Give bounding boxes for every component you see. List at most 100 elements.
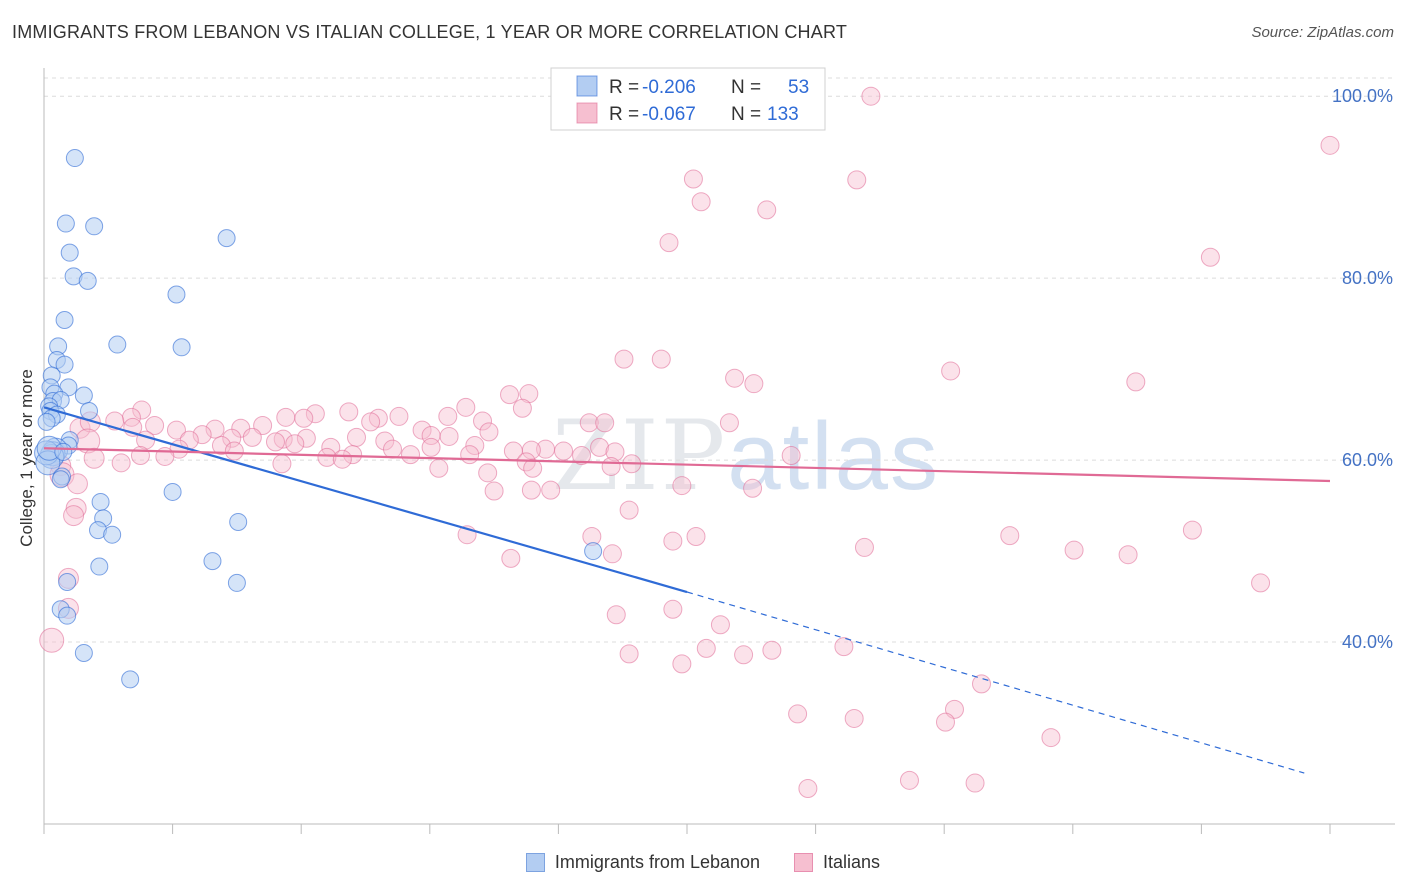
legend-n-value-2: 133 <box>767 104 799 125</box>
italians-point <box>456 397 476 417</box>
italians-point <box>421 437 441 457</box>
italians-point <box>719 413 739 433</box>
italians-point <box>1064 540 1084 560</box>
italians-point <box>1126 372 1146 392</box>
italians-point <box>601 456 621 476</box>
legend-item-lebanon: Immigrants from Lebanon <box>525 852 760 873</box>
italians-point <box>691 192 711 212</box>
italians-point <box>844 708 864 728</box>
italians-point <box>479 422 499 442</box>
italians-point <box>1182 520 1202 540</box>
italians-point <box>935 712 955 732</box>
lebanon-point <box>91 492 110 511</box>
italians-point <box>854 537 874 557</box>
italians-point <box>834 637 854 657</box>
italians-point <box>847 170 867 190</box>
italians-point <box>744 374 764 394</box>
lebanon-point <box>163 482 182 501</box>
italians-point <box>595 413 615 433</box>
legend-n-label-2: N = <box>731 104 761 125</box>
lebanon-point <box>167 285 186 304</box>
legend-n-value-1: 53 <box>788 77 809 98</box>
italians-point <box>484 481 504 501</box>
italians-point <box>519 384 539 404</box>
series-legend: Immigrants from Lebanon Italians <box>0 852 1406 873</box>
italians-point <box>412 420 432 440</box>
italians-point <box>317 447 337 467</box>
italians-point <box>305 404 325 424</box>
italians-point <box>429 458 449 478</box>
italians-point <box>663 531 683 551</box>
italians-point <box>111 453 131 473</box>
lebanon-points <box>34 149 603 689</box>
tick-labels: 40.0%60.0%80.0%100.0%0.0%100.0% <box>1332 86 1393 652</box>
lebanon-point <box>103 525 122 544</box>
legend-r-label-2: R = <box>609 104 639 125</box>
lebanon-point <box>227 573 246 592</box>
italians-point <box>798 779 818 799</box>
italians-point <box>63 505 85 527</box>
y-tick-label: 60.0% <box>1342 450 1393 470</box>
italians-point <box>899 770 919 790</box>
lebanon-point <box>85 217 104 236</box>
italians-point <box>941 361 961 381</box>
italians-point <box>734 645 754 665</box>
italians-point <box>788 704 808 724</box>
legend-n-label-1: N = <box>731 77 761 98</box>
italians-point <box>614 349 634 369</box>
italians-point <box>439 426 459 446</box>
italians-point <box>521 480 541 500</box>
italians-point <box>294 408 314 428</box>
lebanon-point <box>58 606 77 625</box>
italians-point <box>501 548 521 568</box>
italians-points <box>39 86 1340 799</box>
italians-point <box>1320 135 1340 155</box>
italians-point <box>1118 545 1138 565</box>
lebanon-point <box>108 335 127 354</box>
italians-point <box>861 86 881 106</box>
italians-point <box>743 478 763 498</box>
italians-point <box>579 413 599 433</box>
lebanon-point <box>584 542 603 561</box>
lebanon-point <box>217 229 236 248</box>
legend-r-value-1: -0.206 <box>642 77 696 98</box>
y-tick-label: 40.0% <box>1342 632 1393 652</box>
lebanon-point <box>90 557 109 576</box>
italians-point <box>672 476 692 496</box>
legend-r-label-1: R = <box>609 77 639 98</box>
italians-point <box>1251 573 1271 593</box>
italians-point <box>205 419 225 439</box>
italians-point <box>1041 728 1061 748</box>
italians-point <box>686 527 706 547</box>
lebanon-point <box>37 412 56 431</box>
italians-point <box>276 407 296 427</box>
italians-point <box>130 446 150 466</box>
italians-point <box>438 406 458 426</box>
italians-point <box>659 233 679 253</box>
italians-trend-line <box>43 447 1331 483</box>
italians-point <box>965 773 985 793</box>
italians-point <box>132 400 152 420</box>
italians-point <box>401 445 421 465</box>
y-tick-label: 80.0% <box>1342 268 1393 288</box>
italians-point <box>590 437 610 457</box>
italians-point <box>273 429 293 449</box>
italians-point <box>473 411 493 431</box>
italians-point <box>500 385 520 405</box>
watermark-atlas: atlas <box>727 403 940 510</box>
lebanon-point <box>203 552 222 571</box>
italians-point <box>672 654 692 674</box>
italians-point <box>39 627 65 653</box>
lebanon-point <box>58 573 77 592</box>
italians-point <box>166 420 186 440</box>
lebanon-point <box>229 512 248 531</box>
italians-point <box>554 441 574 461</box>
source-label: Source: ZipAtlas.com <box>1251 24 1394 41</box>
italians-point <box>757 200 777 220</box>
italians-point <box>375 431 395 451</box>
grid-lines <box>44 77 1395 643</box>
italians-point <box>971 674 991 694</box>
italians-point <box>478 463 498 483</box>
italians-point <box>296 428 316 448</box>
italians-point <box>1000 526 1020 546</box>
